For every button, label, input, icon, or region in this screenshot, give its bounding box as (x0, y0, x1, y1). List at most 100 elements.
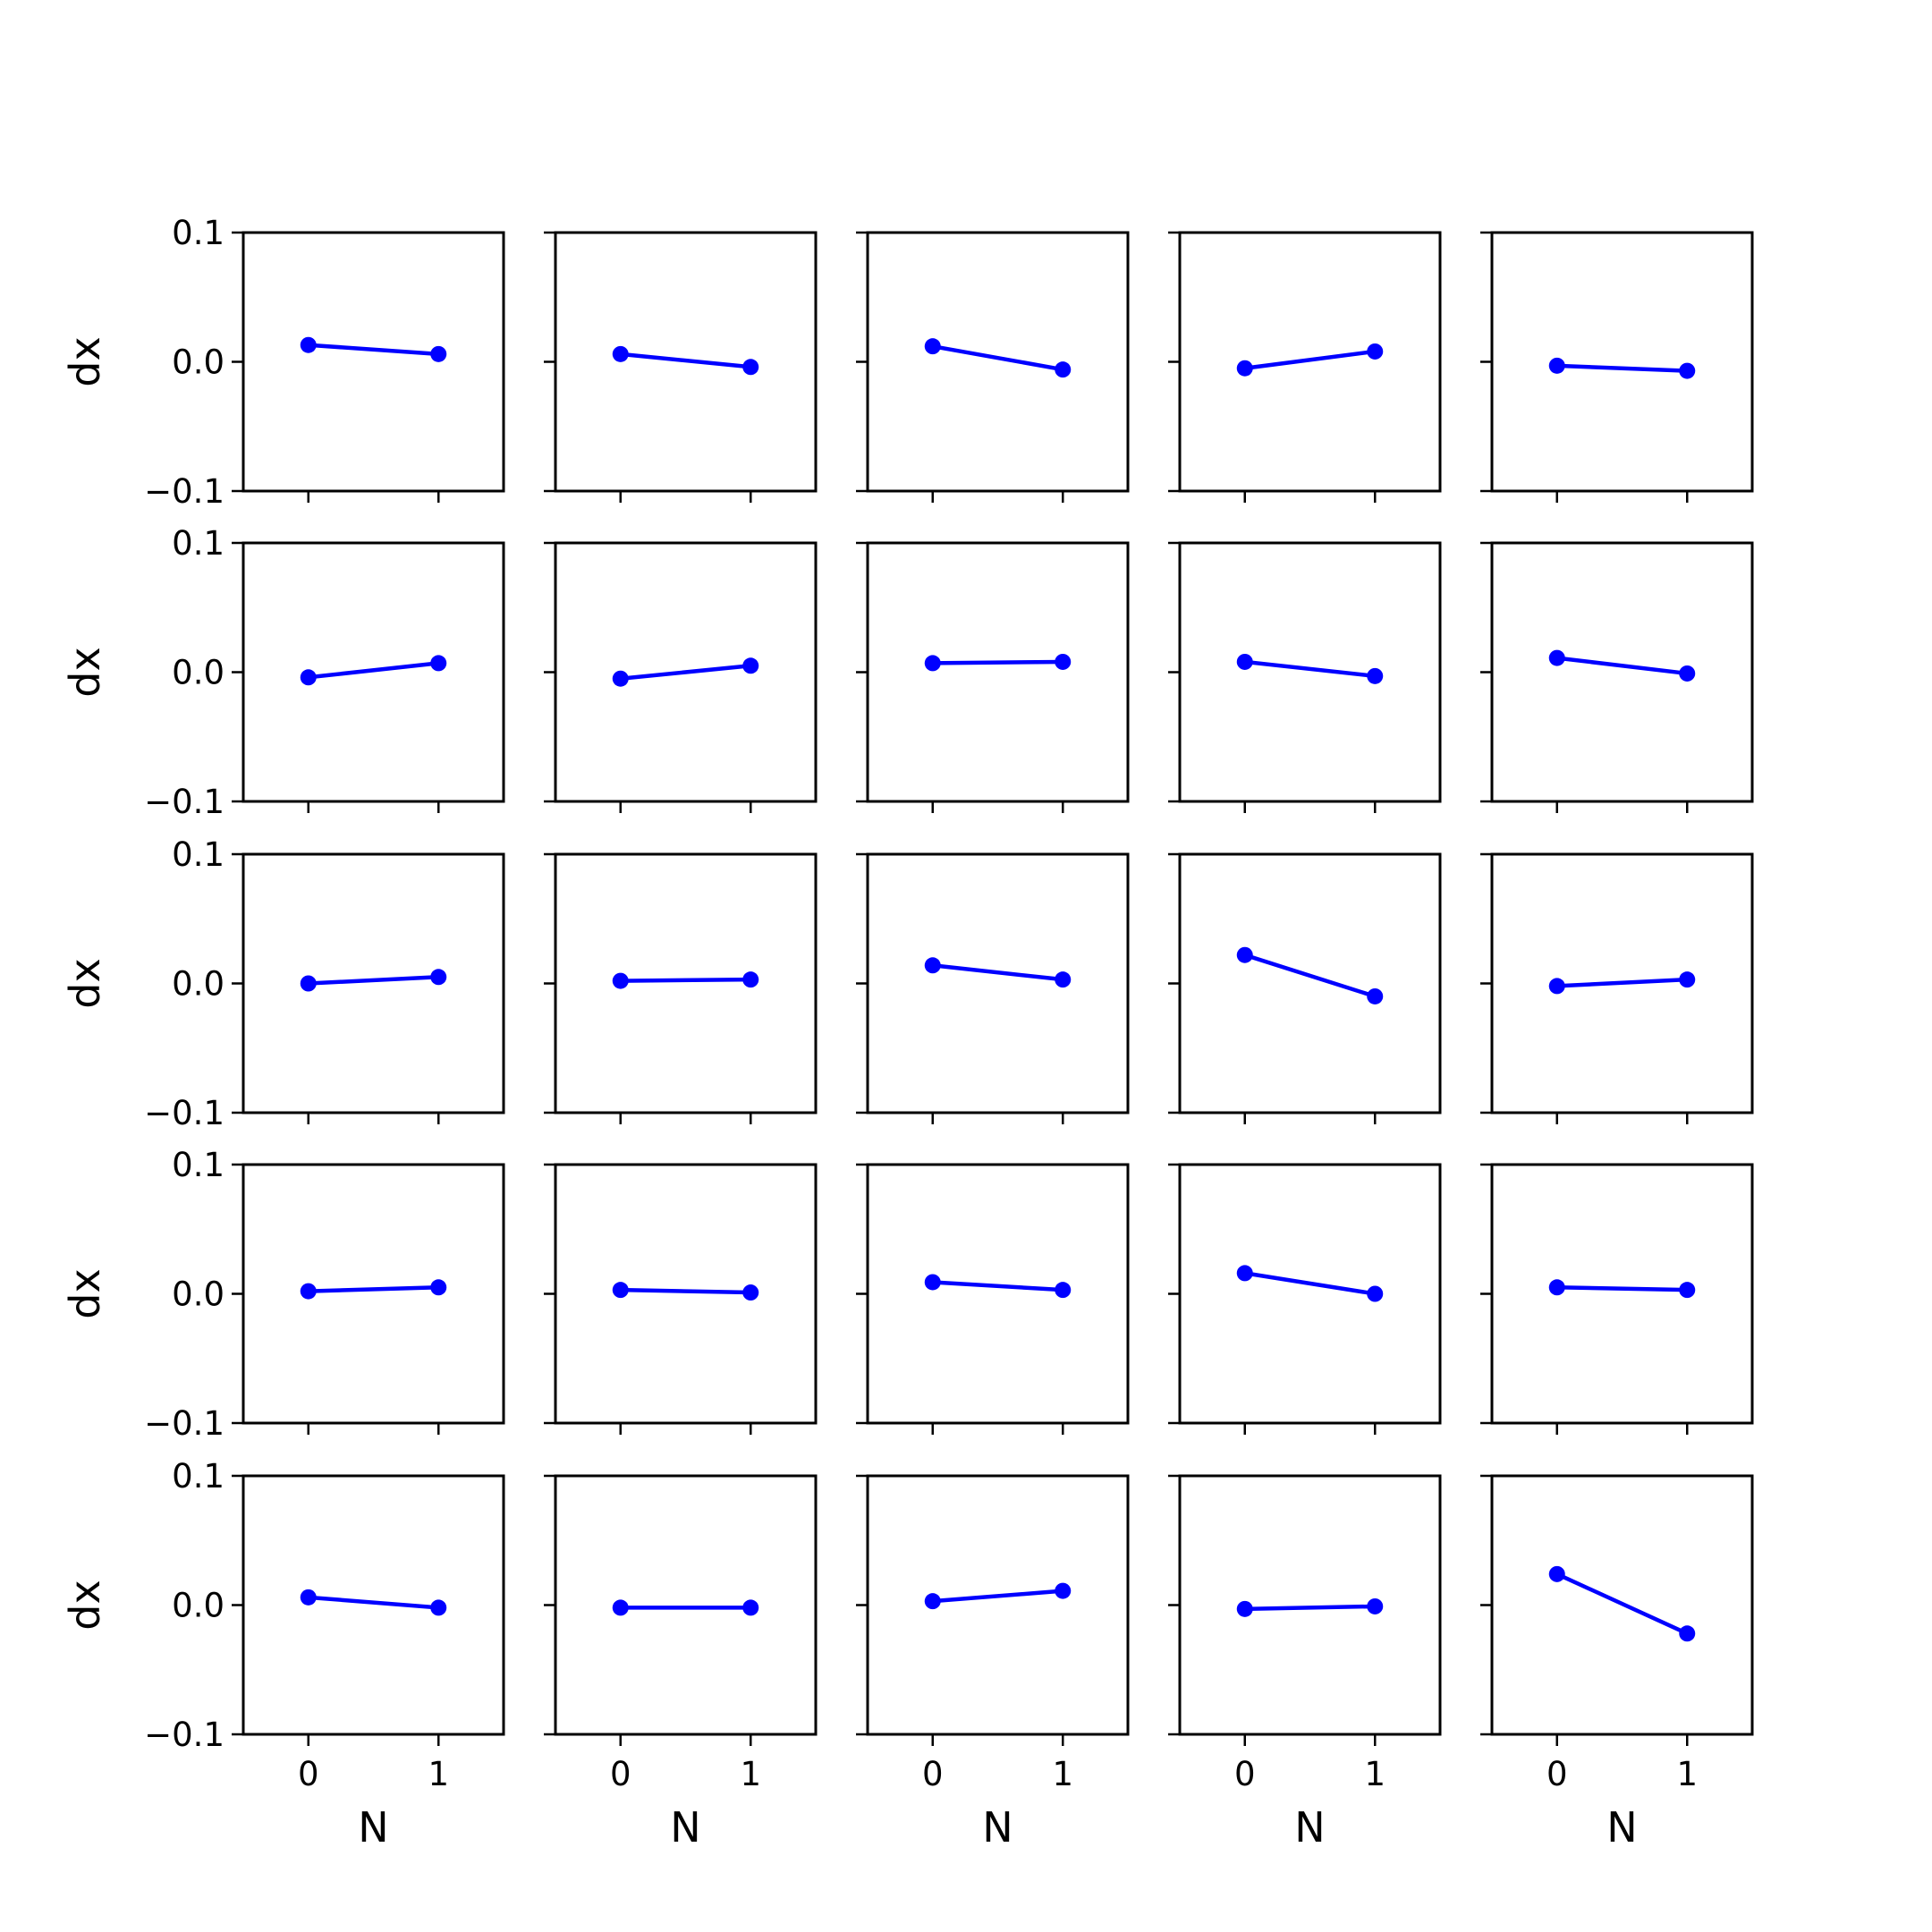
series-line (1556, 363, 1688, 373)
x-tick-label: 0 (1546, 1755, 1568, 1793)
data-point (300, 975, 317, 992)
y-tick-label: 0.0 (172, 1587, 225, 1625)
y-tick-label: 0.1 (172, 1457, 225, 1496)
y-tick-label: −0.1 (144, 1094, 225, 1132)
x-tick-label: 0 (610, 1755, 631, 1793)
series-line (1244, 659, 1376, 679)
data-point (300, 1589, 317, 1606)
data-point (1236, 1265, 1253, 1282)
series-line (932, 963, 1063, 982)
panel-r3-c1: 0.1 0.0 −0.1 dx (61, 835, 505, 1132)
data-point (612, 670, 629, 687)
panel-r4-c3 (856, 1163, 1130, 1435)
panel-r2-c5 (1480, 541, 1754, 813)
y-tick-label: 0.1 (172, 1146, 225, 1184)
panel-r1-c4 (1168, 231, 1442, 503)
data-point (924, 1593, 941, 1610)
series-line (1244, 349, 1376, 370)
y-tick-label: 0.0 (172, 343, 225, 382)
panel-r1-c1: 0.1 0.0 −0.1 dx (61, 214, 505, 511)
series-line (932, 1280, 1063, 1292)
series-line (1555, 1572, 1689, 1636)
series-line (932, 659, 1063, 665)
y-tick-label: 0.1 (172, 214, 225, 252)
data-point (1055, 653, 1072, 670)
data-point (1367, 1285, 1384, 1302)
y-tick-label: −0.1 (144, 472, 225, 511)
data-point (430, 1279, 447, 1296)
y-axis-title: dx (61, 336, 109, 386)
data-point (1367, 667, 1384, 684)
data-point (924, 655, 941, 672)
data-point (1367, 1597, 1384, 1614)
x-tick-label: 1 (1364, 1755, 1385, 1793)
series-line (1244, 1604, 1376, 1612)
y-axis-title: dx (61, 958, 109, 1008)
series-line (620, 352, 751, 369)
data-point (430, 969, 447, 986)
y-tick-label: −0.1 (144, 783, 225, 821)
panel-r3-c2 (544, 852, 818, 1124)
y-tick-label: 0.1 (172, 524, 225, 563)
data-point (1548, 649, 1565, 666)
data-point (1236, 1600, 1253, 1617)
data-point (1055, 1582, 1072, 1599)
data-point (1055, 361, 1072, 378)
data-point (1055, 1282, 1072, 1299)
data-point (742, 1599, 759, 1616)
data-point (300, 336, 317, 353)
series-line (1556, 1285, 1688, 1292)
x-tick-label: 1 (1676, 1755, 1698, 1793)
data-point (1679, 971, 1696, 988)
x-tick-label: 1 (1052, 1755, 1073, 1793)
x-axis-title: N (670, 1803, 700, 1852)
y-tick-label: 0.0 (172, 965, 225, 1004)
series-line (308, 343, 439, 357)
x-axis-title: N (1606, 1803, 1637, 1852)
y-tick-label: −0.1 (144, 1716, 225, 1754)
data-point (612, 972, 629, 989)
x-tick-label: 1 (428, 1755, 449, 1793)
panel-r5-c2: 0 1 N (544, 1474, 818, 1852)
series-line (620, 1287, 751, 1295)
x-tick-label: 0 (298, 1755, 319, 1793)
y-tick-label: −0.1 (144, 1404, 225, 1443)
panel-r1-c5 (1480, 231, 1754, 503)
series-line (308, 1595, 439, 1610)
panel-r4-c4 (1168, 1163, 1442, 1435)
data-point (430, 655, 447, 672)
data-point (1548, 1279, 1565, 1296)
x-axis-title: N (358, 1803, 388, 1852)
series-line (308, 661, 439, 680)
y-tick-label: 0.1 (172, 835, 225, 874)
series-line (1244, 953, 1376, 999)
data-point (1055, 971, 1072, 988)
data-point (1236, 653, 1253, 670)
x-tick-label: 1 (740, 1755, 761, 1793)
series-line (308, 975, 439, 986)
data-point (1679, 1282, 1696, 1299)
data-point (1548, 978, 1565, 995)
data-point (742, 1284, 759, 1301)
data-point (742, 657, 759, 674)
data-point (300, 669, 317, 686)
data-point (1679, 1625, 1696, 1642)
y-axis-title: dx (61, 1268, 109, 1318)
panel-r3-c5 (1480, 852, 1754, 1124)
data-point (612, 345, 629, 362)
panel-r2-c4 (1168, 541, 1442, 813)
data-point (1367, 987, 1384, 1004)
panel-r3-c4 (1168, 852, 1442, 1124)
panel-r5-c1: 0.1 0.0 −0.1 0 1 dx N (61, 1457, 505, 1852)
data-point (612, 1599, 629, 1616)
x-axis-title: N (982, 1803, 1013, 1852)
panel-r5-c4: 0 1 N (1168, 1474, 1442, 1852)
data-point (742, 971, 759, 988)
series-line (932, 343, 1063, 372)
series-line (1556, 656, 1688, 676)
panel-r2-c3 (856, 541, 1130, 813)
series-line (620, 664, 751, 681)
y-axis-title: dx (61, 647, 109, 697)
data-point (1548, 1565, 1565, 1582)
